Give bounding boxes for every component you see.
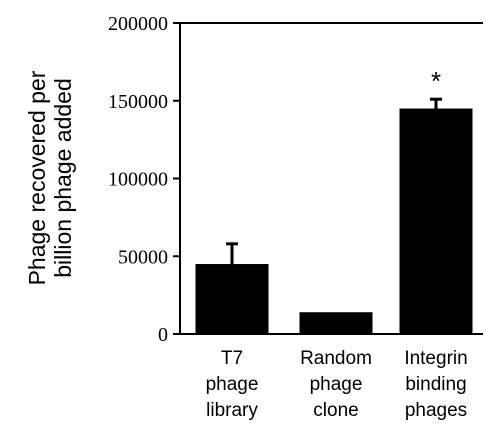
y-tick-label: 200000 <box>108 13 168 35</box>
bar <box>195 264 269 334</box>
x-category-label: binding <box>405 374 466 395</box>
y-tick-label: 0 <box>158 324 168 346</box>
x-category-label: Random <box>300 348 372 369</box>
y-axis-label-line-1: Phage recovered per <box>24 70 50 285</box>
y-axis-label: Phage recovered per billion phage added <box>24 70 76 285</box>
y-tick-label: 50000 <box>118 246 168 268</box>
significance-marker: * <box>431 66 441 96</box>
plot-area: 0 50000 100000 150000 200000 T7 phage library Ra… <box>108 13 483 421</box>
x-category-label: phage <box>206 374 259 395</box>
x-category-label: phage <box>310 374 363 395</box>
bar <box>399 108 473 335</box>
x-category-label: library <box>206 400 258 421</box>
x-category-label: T7 <box>221 348 243 369</box>
bar <box>299 312 373 334</box>
y-tick-label: 100000 <box>108 169 168 191</box>
y-tick-label: 150000 <box>108 91 168 113</box>
x-category-label: clone <box>313 400 358 421</box>
y-axis-label-line-2: billion phage added <box>50 78 76 278</box>
x-category-label: phages <box>405 400 467 421</box>
x-category-label: Integrin <box>404 348 467 369</box>
